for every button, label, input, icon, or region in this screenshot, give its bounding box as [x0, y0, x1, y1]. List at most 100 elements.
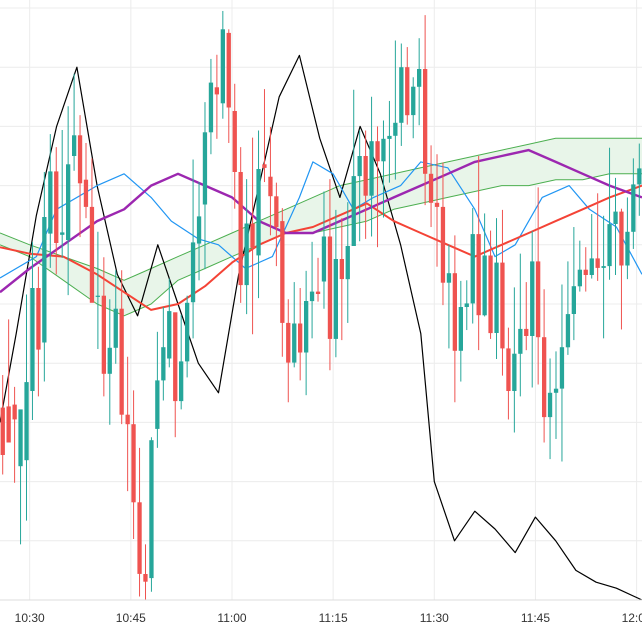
candle-up [512, 353, 517, 391]
candle-up [185, 302, 190, 362]
candle-up [30, 288, 35, 391]
candle-up [637, 168, 642, 185]
candle-up [18, 409, 23, 467]
candle-up [95, 295, 100, 297]
candle-down [83, 179, 89, 207]
candle-up [518, 328, 523, 354]
candle-up [202, 132, 208, 205]
chikou-line [0, 54, 642, 601]
candle-up [494, 262, 499, 333]
candle-down [440, 206, 446, 283]
candle-down [173, 312, 178, 402]
candle-down [0, 407, 5, 455]
x-tick-label: 10:30 [15, 611, 45, 625]
candle-up [393, 122, 398, 136]
candle-down [363, 156, 368, 196]
candle-down [280, 221, 285, 323]
candle-down [452, 273, 457, 351]
candle-down [6, 406, 11, 443]
indicator-lines [0, 54, 642, 601]
candle-up [149, 440, 154, 579]
candle-up [351, 176, 356, 246]
candle-up [161, 347, 166, 381]
candle-up [625, 231, 630, 266]
candle-down [619, 211, 624, 266]
candle-up [220, 29, 225, 104]
candle-down [506, 348, 511, 391]
candle-up [411, 86, 416, 116]
candle-up [530, 261, 535, 336]
candle-down [226, 32, 231, 108]
candle-down [89, 206, 95, 303]
candles [0, 10, 642, 600]
candle-up [345, 246, 350, 280]
candle-down [339, 259, 344, 280]
candle-down [500, 262, 505, 349]
candle-down [583, 269, 588, 275]
candle-up [190, 242, 196, 303]
candle-up [208, 82, 214, 133]
x-tick-label: 12:00 [622, 611, 642, 625]
x-tick-label: 11:45 [521, 611, 550, 625]
candle-up [458, 307, 463, 351]
candle-up [244, 223, 249, 286]
candle-up [553, 388, 559, 393]
candle-up [631, 184, 636, 232]
candle-up [446, 273, 452, 283]
candle-up [72, 135, 77, 156]
candle-down [524, 328, 529, 336]
x-tick-label: 11:15 [319, 611, 348, 625]
candle-down [143, 574, 148, 582]
candle-up [613, 211, 618, 224]
candle-down [286, 322, 291, 363]
candle-up [66, 164, 71, 241]
ichimoku-cloud [0, 138, 642, 316]
candle-down [12, 404, 17, 420]
candle-up [369, 141, 374, 196]
candle-up [547, 392, 553, 418]
candle-down [405, 67, 410, 116]
base-line [0, 148, 642, 294]
candle-up [309, 291, 315, 302]
candle-down [423, 69, 428, 174]
candle-up [601, 266, 606, 268]
candle-up [577, 269, 582, 287]
candle-down [434, 202, 440, 207]
candle-up [482, 255, 487, 316]
candle-up [470, 234, 475, 304]
candle-down [542, 337, 547, 418]
candle-down [488, 255, 493, 334]
candle-up [24, 382, 29, 461]
kijun-line [0, 184, 642, 311]
candle-up [333, 259, 338, 339]
candle-down [250, 223, 255, 248]
candle-up [589, 258, 594, 275]
candle-down [131, 424, 136, 503]
candle-up [321, 236, 327, 282]
cloud-bullish-area [0, 138, 642, 316]
x-tick-label: 10:45 [116, 611, 146, 625]
candle-down [428, 173, 434, 203]
candle-up [417, 69, 422, 87]
candle-up [48, 171, 53, 234]
candle-up [399, 67, 404, 123]
x-axis: 10:30 10:45 11:00 11:15 11:30 11:45 12:00 [0, 599, 642, 625]
candle-down [77, 135, 83, 184]
candle-up [559, 347, 565, 389]
candle-up [196, 216, 202, 244]
candle-up [571, 286, 576, 314]
candle-up [107, 347, 112, 374]
candle-down [595, 258, 600, 268]
candle-up [155, 380, 160, 429]
x-tick-label: 11:00 [217, 611, 246, 625]
candle-down [268, 176, 273, 197]
tenkan-line [0, 161, 642, 279]
candle-up [357, 156, 362, 177]
candle-down [327, 236, 333, 339]
candle-down [375, 141, 380, 162]
candle-up [464, 303, 469, 307]
candle-up [607, 224, 612, 267]
candle-down [54, 171, 59, 243]
candle-up [256, 169, 261, 256]
